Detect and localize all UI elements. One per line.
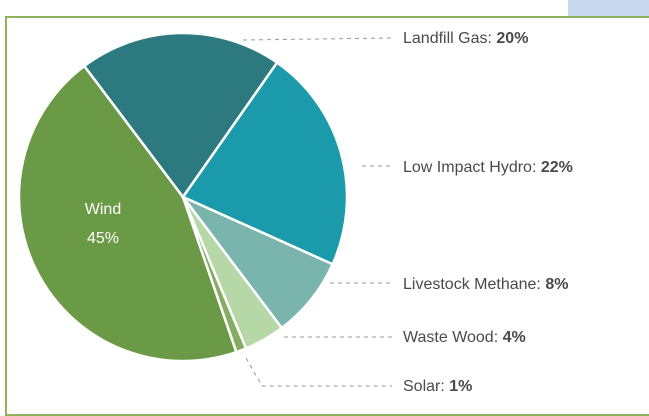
callout-waste-wood-name: Waste Wood: xyxy=(403,329,498,346)
callout-landfill-gas: Landfill Gas: 20% xyxy=(403,30,528,47)
leader-lines xyxy=(242,37,393,387)
callout-livestock-methane: Livestock Methane: 8% xyxy=(403,276,568,293)
pie-slices xyxy=(17,31,349,363)
callout-livestock-methane-value: 8% xyxy=(545,276,568,293)
callout-livestock-methane-name: Livestock Methane: xyxy=(403,276,541,293)
callout-low-impact-hydro: Low Impact Hydro: 22% xyxy=(403,159,573,176)
callout-landfill-gas-name: Landfill Gas: xyxy=(403,30,492,47)
callout-waste-wood: Waste Wood: 4% xyxy=(403,329,526,346)
leader-line-landfill-gas xyxy=(242,37,393,41)
wind-label: Wind xyxy=(85,201,121,218)
callout-solar-value: 1% xyxy=(449,378,472,395)
pie-slice-solar xyxy=(181,196,248,354)
callout-waste-wood-value: 4% xyxy=(503,329,526,346)
callout-labels: Landfill Gas: 20% Low Impact Hydro: 22% … xyxy=(403,30,573,395)
wind-value: 45% xyxy=(87,230,119,247)
callout-low-impact-hydro-name: Low Impact Hydro: xyxy=(403,159,536,176)
pie-slice-landfill-gas xyxy=(82,31,279,200)
pie-slice-wind xyxy=(17,64,238,363)
corner-tab xyxy=(568,0,649,18)
pie-chart: Wind 45% Landfill Gas: 20% Low Impact Hy… xyxy=(17,30,573,395)
chart-stage: Wind 45% Landfill Gas: 20% Low Impact Hy… xyxy=(5,0,649,416)
callout-solar: Solar: 1% xyxy=(403,378,472,395)
callout-landfill-gas-value: 20% xyxy=(496,30,528,47)
callout-low-impact-hydro-value: 22% xyxy=(541,159,573,176)
leader-line-solar xyxy=(245,357,392,387)
wind-inner-label: Wind 45% xyxy=(85,201,121,247)
pie-slice-low-impact-hydro xyxy=(181,60,349,266)
callout-solar-name: Solar: xyxy=(403,378,445,395)
